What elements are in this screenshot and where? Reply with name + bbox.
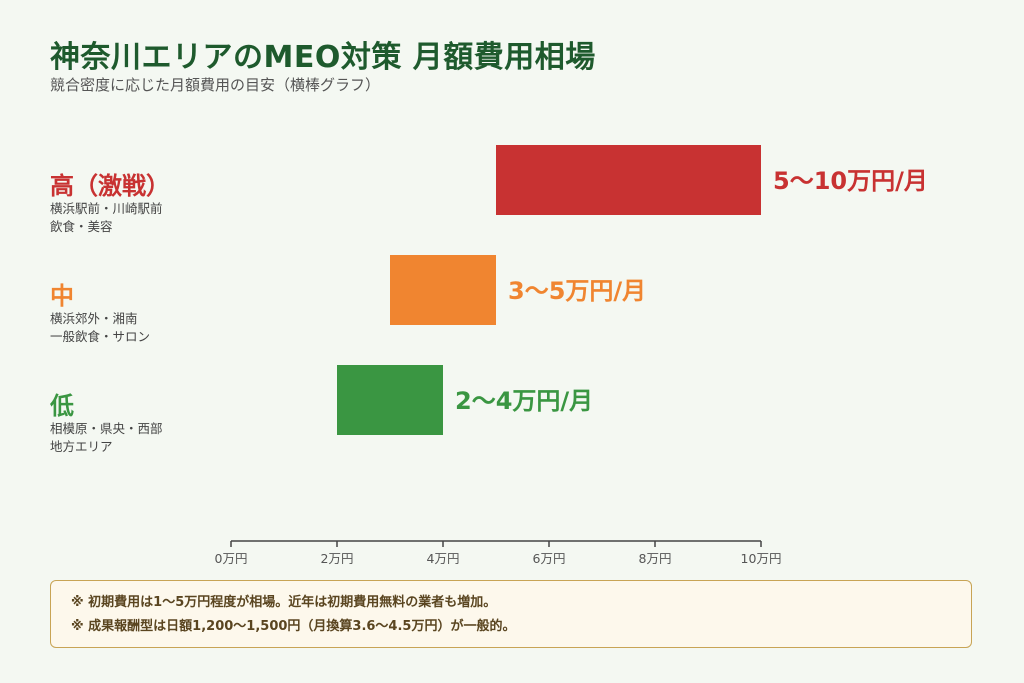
bar-value-label-1: 3〜5万円/月 bbox=[508, 277, 646, 305]
bar-1 bbox=[390, 255, 496, 325]
category-label-0: 高（激戦） bbox=[50, 172, 170, 200]
notes-box: ※ 初期費用は1〜5万円程度が相場。近年は初期費用無料の業者も増加。 ※ 成果報… bbox=[50, 580, 972, 648]
x-tick-label-5: 10万円 bbox=[741, 551, 782, 566]
x-tick-label-0: 0万円 bbox=[215, 551, 248, 566]
x-tick-label-2: 4万円 bbox=[427, 551, 460, 566]
category-desc-1-0: 横浜郊外・湘南 bbox=[50, 311, 138, 326]
category-label-2: 低 bbox=[49, 392, 74, 420]
x-tick-label-4: 8万円 bbox=[639, 551, 672, 566]
category-desc-2-0: 相模原・県央・西部 bbox=[50, 421, 163, 436]
category-desc-2-1: 地方エリア bbox=[50, 439, 113, 454]
bar-value-label-2: 2〜4万円/月 bbox=[455, 387, 593, 415]
page-subtitle: 競合密度に応じた月額費用の目安（横棒グラフ） bbox=[50, 76, 381, 94]
bar-2 bbox=[337, 365, 443, 435]
category-label-1: 中 bbox=[50, 282, 74, 310]
x-tick-label-3: 6万円 bbox=[533, 551, 566, 566]
category-desc-0-0: 横浜駅前・川崎駅前 bbox=[50, 201, 163, 216]
category-desc-1-1: 一般飲食・サロン bbox=[50, 329, 150, 344]
page-title: 神奈川エリアのMEO対策 月額費用相場 bbox=[50, 40, 596, 75]
category-desc-0-1: 飲食・美容 bbox=[50, 219, 113, 234]
bar-0 bbox=[496, 145, 761, 215]
bar-value-label-0: 5〜10万円/月 bbox=[773, 167, 928, 195]
x-tick-label-1: 2万円 bbox=[321, 551, 354, 566]
note-performance-based: ※ 成果報酬型は日額1,200〜1,500円（月換算3.6〜4.5万円）が一般的… bbox=[71, 619, 516, 634]
note-initial-cost: ※ 初期費用は1〜5万円程度が相場。近年は初期費用無料の業者も増加。 bbox=[71, 595, 497, 610]
